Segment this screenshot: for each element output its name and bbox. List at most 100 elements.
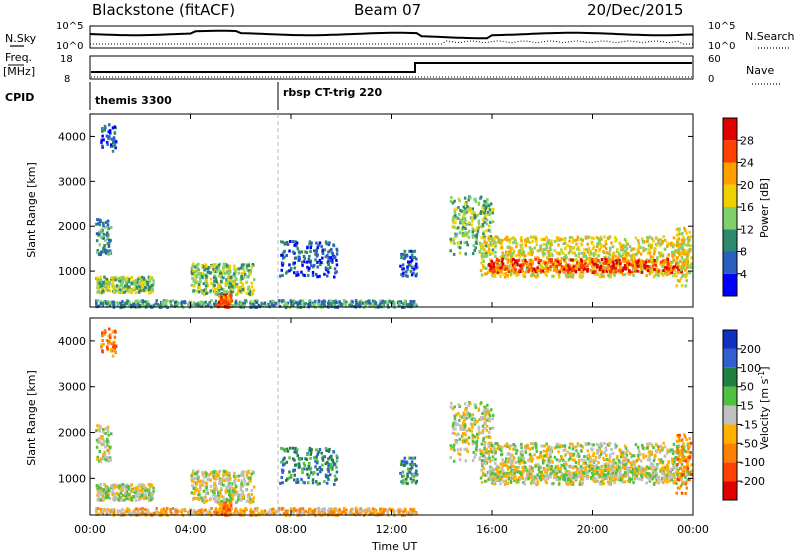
velocity-cell <box>202 496 206 500</box>
power-cell <box>324 266 328 270</box>
power-cell <box>684 259 688 263</box>
velocity-cell <box>198 480 201 484</box>
velocity-cell <box>326 474 330 478</box>
power-cell <box>119 306 122 310</box>
velocity-cell <box>194 497 198 500</box>
velocity-cell <box>472 450 475 454</box>
power-cell <box>563 256 566 259</box>
power-cell <box>648 248 651 252</box>
power-cell <box>661 259 665 263</box>
power-cell <box>514 260 517 264</box>
power-cell <box>328 241 331 245</box>
power-cell <box>668 262 672 266</box>
velocity-cell <box>413 463 416 466</box>
velocity-cell <box>455 413 458 417</box>
power-cell <box>629 263 633 267</box>
power-cell <box>565 268 569 272</box>
velocity-cell <box>574 465 577 469</box>
velocity-cell <box>215 474 218 478</box>
power-cell <box>297 255 301 259</box>
power-cell <box>309 246 312 250</box>
velocity-cell <box>194 511 197 514</box>
velocity-cell <box>139 497 142 500</box>
power-cell <box>96 218 99 222</box>
power-cell <box>250 285 253 289</box>
power-cell <box>402 302 405 306</box>
power-cell <box>210 281 213 285</box>
velocity-cell <box>371 507 375 511</box>
power-cell <box>235 283 239 287</box>
power-cell <box>222 295 225 299</box>
velocity-cell <box>111 330 115 334</box>
power-cell <box>400 256 403 260</box>
power-cell <box>604 266 607 270</box>
power-cell <box>656 256 659 260</box>
velocity-cell <box>106 430 110 433</box>
power-cell <box>641 237 644 241</box>
power-cell <box>286 301 290 305</box>
power-cell <box>123 304 127 308</box>
power-cell <box>626 259 630 263</box>
velocity-cell <box>219 481 222 485</box>
velocity-cell <box>317 510 321 514</box>
velocity-cell <box>516 478 519 482</box>
velocity-cell <box>112 341 116 345</box>
velocity-cell <box>100 343 104 347</box>
power-cell <box>99 285 102 289</box>
velocity-cell <box>412 478 415 482</box>
power-cell <box>515 273 518 277</box>
velocity-cell <box>164 509 168 513</box>
power-cell <box>205 284 208 288</box>
power-cell <box>621 247 625 251</box>
power-cell <box>525 261 528 265</box>
velocity-cell <box>385 509 389 513</box>
power-cell <box>333 267 337 271</box>
nave-tick-bottom: 0 <box>708 74 714 85</box>
velocity-cell <box>464 408 467 412</box>
velocity-cell <box>252 496 256 500</box>
power-cell <box>121 286 125 290</box>
power-cell <box>603 266 606 269</box>
power-cell <box>240 272 244 275</box>
velocity-cell <box>206 478 209 481</box>
power-cell <box>507 270 510 274</box>
velocity-cell <box>220 495 223 499</box>
power-cell <box>101 287 104 290</box>
power-cell <box>223 264 227 268</box>
power-cell <box>282 256 285 260</box>
power-cell <box>342 302 346 306</box>
power-cell <box>626 266 630 270</box>
velocity-cell <box>591 454 595 457</box>
power-cell <box>604 257 607 261</box>
power-cell <box>113 276 116 280</box>
velocity-cell <box>245 474 249 477</box>
power-cell <box>485 218 489 222</box>
power-cell <box>535 243 539 247</box>
power-cell <box>621 268 624 272</box>
power-cell <box>136 302 139 306</box>
power-cell <box>335 247 338 251</box>
power-cell <box>673 269 676 272</box>
velocity-cell <box>96 487 99 491</box>
velocity-cell <box>213 481 216 485</box>
velocity-cell <box>504 464 508 467</box>
power-cell <box>605 247 608 251</box>
power-cell <box>107 287 110 291</box>
power-cell <box>571 264 575 268</box>
velocity-cell <box>335 459 339 463</box>
power-cell <box>332 303 335 307</box>
power-cell <box>222 266 225 270</box>
power-cell <box>536 274 540 278</box>
power-cell <box>126 299 129 303</box>
velocity-cell <box>350 512 354 515</box>
power-cell <box>574 258 577 262</box>
power-cell <box>311 301 315 305</box>
power-cell <box>632 273 635 277</box>
velocity-cell <box>291 507 294 511</box>
power-cell <box>102 283 105 287</box>
power-cell <box>194 289 198 293</box>
velocity-cell <box>108 327 111 331</box>
power-cell <box>602 250 605 253</box>
power-cell <box>110 143 113 147</box>
velocity-cell <box>464 437 467 441</box>
